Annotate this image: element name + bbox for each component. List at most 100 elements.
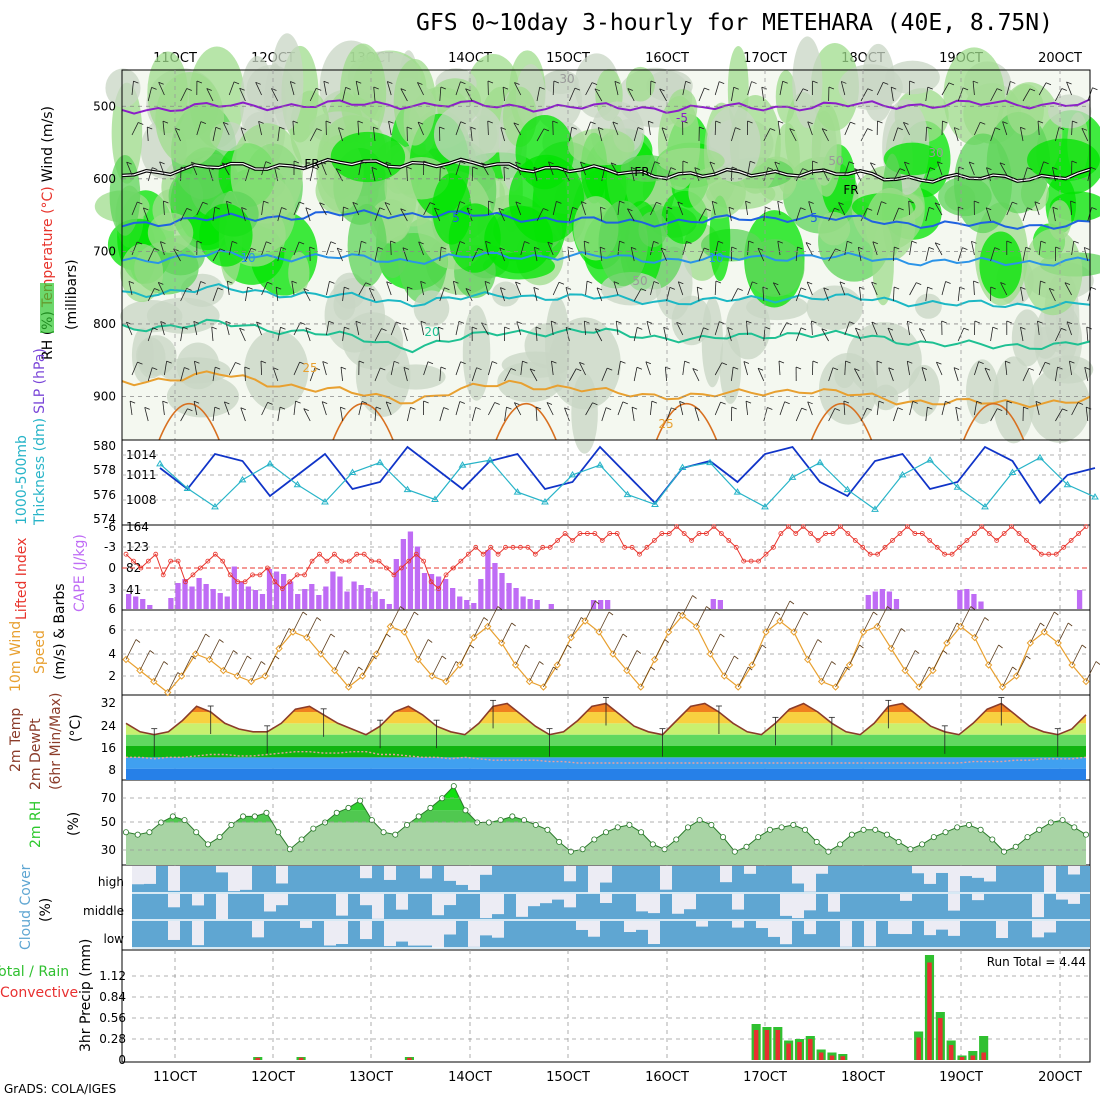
wind-barb-flag bbox=[805, 242, 812, 245]
wind-barb bbox=[196, 121, 202, 136]
cape-bar bbox=[259, 594, 266, 609]
lifted-index-marker bbox=[785, 524, 791, 529]
cape-bar bbox=[288, 581, 294, 609]
wind-barb bbox=[241, 207, 246, 222]
wind-barb-flag bbox=[314, 367, 321, 371]
cloud-clear-cell bbox=[636, 921, 648, 930]
cloud-clear-cell bbox=[432, 921, 444, 948]
wind-barb-flag bbox=[290, 81, 296, 84]
wind-barb-flag bbox=[847, 240, 853, 244]
wind-barb-flag bbox=[914, 650, 920, 654]
wind-barb-flag bbox=[775, 611, 781, 616]
thickness-marker bbox=[843, 485, 852, 493]
wind-barb bbox=[291, 281, 295, 296]
wind-barb-flag bbox=[217, 287, 223, 291]
wind-barb bbox=[893, 247, 895, 262]
wind-barb bbox=[244, 366, 246, 382]
cloud-clear-cell bbox=[600, 894, 612, 903]
wind-barb-flag bbox=[458, 320, 465, 324]
wind-barb-flag bbox=[371, 166, 378, 170]
isotherm-line bbox=[121, 370, 1091, 409]
wind-barb-flag bbox=[935, 242, 941, 246]
wind-barb bbox=[459, 644, 471, 666]
cloud-clear-cell bbox=[276, 866, 288, 884]
wind-barb bbox=[612, 633, 624, 655]
wind-barb bbox=[385, 161, 392, 176]
rh-legend-swatch bbox=[40, 283, 54, 333]
wind-barb bbox=[439, 166, 441, 182]
contour-label: 25 bbox=[302, 361, 317, 375]
cloud-clear-cell bbox=[420, 921, 432, 946]
wind-barb-flag bbox=[654, 161, 660, 165]
wind-barb bbox=[876, 401, 880, 416]
lifted-index-marker bbox=[257, 572, 263, 578]
thickness-marker bbox=[348, 468, 357, 475]
wind-barb bbox=[423, 361, 429, 376]
wind-barb-flag bbox=[280, 247, 287, 250]
wind-barb bbox=[355, 81, 360, 96]
wind-barb-flag bbox=[402, 247, 409, 251]
wind-barb bbox=[303, 288, 311, 302]
wind-barb bbox=[529, 661, 540, 682]
wind-barb bbox=[746, 321, 748, 336]
contour-label: 50 bbox=[828, 154, 843, 168]
wind-barb-flag bbox=[579, 362, 585, 365]
wind-barb-flag bbox=[202, 201, 208, 205]
rh-shading bbox=[330, 131, 406, 183]
wind-barb-flag bbox=[745, 400, 752, 404]
lifted-index-marker bbox=[503, 544, 508, 550]
wind-barb bbox=[585, 121, 591, 136]
wind-barb-flag bbox=[834, 207, 840, 211]
rh-marker bbox=[556, 838, 563, 845]
wind-barb-flag bbox=[1012, 666, 1017, 671]
wind-barb bbox=[579, 161, 586, 176]
lifted-index-marker bbox=[964, 538, 970, 543]
wind-barb bbox=[226, 201, 230, 216]
wind-barb-flag bbox=[323, 80, 329, 84]
lifted-index-marker bbox=[912, 531, 918, 536]
lifted-index-marker bbox=[331, 551, 337, 557]
wind-barb-flag bbox=[553, 80, 560, 84]
wind-barb-flag bbox=[728, 206, 735, 210]
wind-barb-flag bbox=[488, 200, 494, 204]
wind-barb bbox=[261, 161, 267, 176]
wind-barb-flag bbox=[596, 287, 603, 291]
wind-barb bbox=[1000, 282, 1008, 296]
wind-barb-flag bbox=[443, 407, 449, 410]
cloud-clear-cell bbox=[456, 866, 468, 885]
wind-barb bbox=[934, 242, 943, 256]
rh-shading bbox=[1028, 367, 1091, 443]
wind-barb bbox=[906, 321, 910, 336]
rh-marker bbox=[872, 826, 879, 833]
lifted-index-marker bbox=[309, 558, 315, 564]
wind-barb bbox=[580, 201, 586, 216]
wind-barb bbox=[957, 287, 961, 302]
wind-barb bbox=[823, 287, 829, 302]
rh-shading bbox=[147, 212, 194, 253]
wind-barb-flag bbox=[200, 121, 207, 124]
wind-barb-flag bbox=[423, 160, 429, 164]
cloud-clear-cell bbox=[168, 866, 180, 891]
wind-barb bbox=[434, 207, 441, 222]
wind-barb-flag bbox=[604, 166, 610, 170]
wind-barb bbox=[610, 162, 619, 176]
wind-barb-flag bbox=[705, 208, 711, 212]
wind-barb bbox=[747, 81, 752, 96]
wind-barb-flag bbox=[365, 282, 371, 286]
wind-barb-flag bbox=[344, 286, 350, 290]
wind-barb bbox=[747, 281, 753, 296]
upper-ylabel-part: Temperature (°C) bbox=[40, 186, 56, 308]
wind-barb-flag bbox=[835, 248, 841, 252]
lifted-index-marker bbox=[614, 531, 620, 536]
wind-barb-flag bbox=[129, 400, 136, 404]
wind-barb bbox=[1055, 367, 1058, 382]
wind-barb-flag bbox=[1045, 82, 1052, 86]
wind-barb bbox=[779, 401, 786, 416]
thickness-line bbox=[159, 456, 1096, 511]
wind-barb-flag bbox=[1006, 400, 1013, 404]
wind-barb bbox=[342, 87, 347, 102]
wind-barb-flag bbox=[789, 600, 795, 605]
cape-bar bbox=[273, 571, 280, 609]
wind-barb-flag bbox=[420, 320, 427, 324]
lifted-index-marker bbox=[562, 531, 568, 536]
